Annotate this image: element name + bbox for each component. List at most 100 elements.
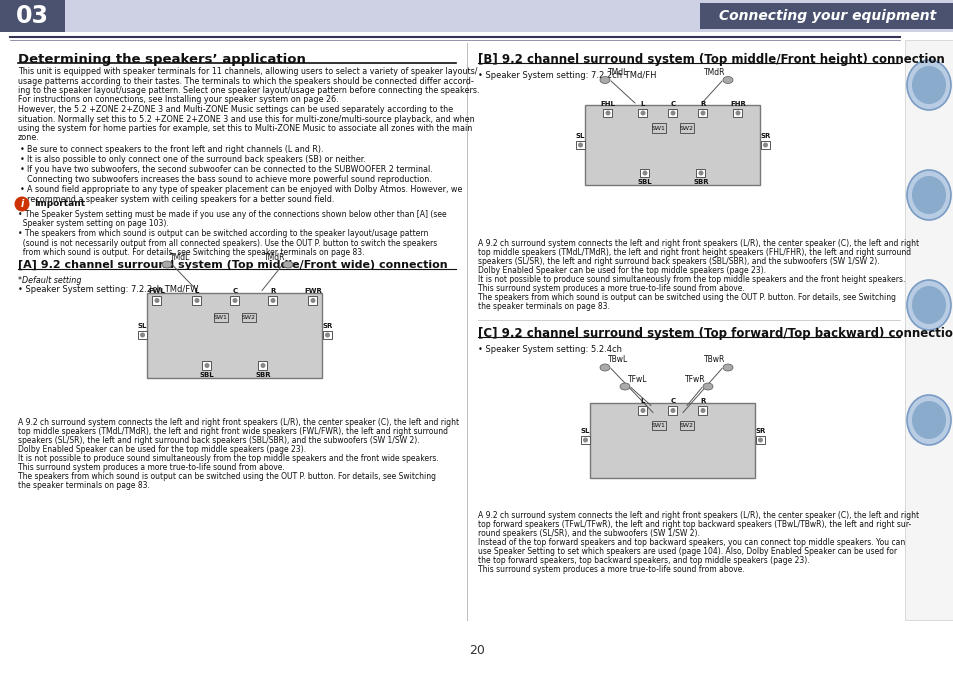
Text: Dolby Enabled Speaker can be used for the top middle speakers (page 23).: Dolby Enabled Speaker can be used for th… <box>477 266 765 275</box>
Text: Important: Important <box>34 199 85 208</box>
Circle shape <box>639 408 645 413</box>
Text: • The Speaker System setting must be made if you use any of the connections show: • The Speaker System setting must be mad… <box>18 210 446 219</box>
Text: R: R <box>700 398 705 404</box>
Text: This surround system produces a more true-to-life sound from above.: This surround system produces a more tru… <box>477 284 744 293</box>
Circle shape <box>582 437 587 443</box>
Circle shape <box>260 363 265 368</box>
Text: from which sound is output. For details, see Switching the speaker terminals on : from which sound is output. For details,… <box>18 248 364 257</box>
FancyBboxPatch shape <box>323 331 332 339</box>
Text: • Speaker System setting: 5.2.4ch: • Speaker System setting: 5.2.4ch <box>477 345 621 354</box>
FancyBboxPatch shape <box>638 109 647 117</box>
Ellipse shape <box>906 60 950 110</box>
Text: Connecting your equipment: Connecting your equipment <box>719 9 936 23</box>
Text: FHL: FHL <box>600 101 615 107</box>
FancyBboxPatch shape <box>652 123 665 133</box>
Text: TMdR: TMdR <box>703 68 725 77</box>
FancyBboxPatch shape <box>580 436 589 444</box>
Text: The speakers from which sound is output can be switched using the OUT P. button.: The speakers from which sound is output … <box>18 472 436 481</box>
Text: Dolby Enabled Speaker can be used for the top middle speakers (page 23).: Dolby Enabled Speaker can be used for th… <box>18 445 306 454</box>
Text: top forward speakers (TFwL/TFwR), the left and right top backward speakers (TBwL: top forward speakers (TFwL/TFwR), the le… <box>477 520 910 529</box>
Text: using the system for home parties for example, set this to Multi-ZONE Music to a: using the system for home parties for ex… <box>18 124 472 133</box>
Text: R: R <box>270 288 275 294</box>
Text: SW2: SW2 <box>679 423 693 428</box>
Text: R: R <box>700 101 705 107</box>
FancyBboxPatch shape <box>268 296 277 304</box>
Ellipse shape <box>906 170 950 220</box>
Ellipse shape <box>911 286 945 324</box>
Ellipse shape <box>906 280 950 330</box>
Text: The speakers from which sound is output can be switched using the OUT P. button.: The speakers from which sound is output … <box>477 293 895 302</box>
Text: TBwR: TBwR <box>703 356 725 365</box>
FancyBboxPatch shape <box>585 105 760 185</box>
Text: speakers (SL/SR), the left and right surround back speakers (SBL/SBR), and the s: speakers (SL/SR), the left and right sur… <box>477 257 879 266</box>
FancyBboxPatch shape <box>214 313 228 323</box>
Text: This surround system produces a more true-to-life sound from above.: This surround system produces a more tru… <box>477 565 744 574</box>
FancyBboxPatch shape <box>904 40 953 620</box>
Text: 03: 03 <box>15 4 49 28</box>
Ellipse shape <box>619 383 629 390</box>
FancyBboxPatch shape <box>668 406 677 414</box>
Ellipse shape <box>906 395 950 445</box>
FancyBboxPatch shape <box>0 0 65 32</box>
Text: This surround system produces a more true-to-life sound from above.: This surround system produces a more tru… <box>18 463 284 472</box>
FancyBboxPatch shape <box>231 296 239 304</box>
Circle shape <box>325 333 330 338</box>
Text: SR: SR <box>760 133 770 138</box>
Text: • The speakers from which sound is output can be switched according to the speak: • The speakers from which sound is outpu… <box>18 229 428 238</box>
Text: the speaker terminals on page 83.: the speaker terminals on page 83. <box>18 481 150 490</box>
Text: TBwL: TBwL <box>607 356 627 365</box>
Ellipse shape <box>599 76 609 84</box>
Text: Instead of the top forward speakers and top backward speakers, you can connect t: Instead of the top forward speakers and … <box>477 538 904 547</box>
FancyBboxPatch shape <box>152 296 161 304</box>
Text: ing to the speaker layout/usage pattern. Select one speaker layout/usage pattern: ing to the speaker layout/usage pattern.… <box>18 86 479 95</box>
Text: C: C <box>670 101 675 107</box>
FancyBboxPatch shape <box>698 109 707 117</box>
Text: For instructions on connections, see Installing your speaker system on page 26.: For instructions on connections, see Ins… <box>18 95 338 105</box>
Text: SBL: SBL <box>199 372 214 378</box>
Text: A 9.2 ch surround system connects the left and right front speakers (L/R), the c: A 9.2 ch surround system connects the le… <box>477 239 918 248</box>
Ellipse shape <box>722 76 732 84</box>
Text: TFwL: TFwL <box>628 375 647 383</box>
Text: Speaker system setting on page 103).: Speaker system setting on page 103). <box>18 219 169 229</box>
Text: SL: SL <box>576 133 584 138</box>
Circle shape <box>271 298 275 303</box>
FancyBboxPatch shape <box>698 406 707 414</box>
Text: usage patterns according to their tastes. The terminals to which the speakers sh: usage patterns according to their tastes… <box>18 76 474 86</box>
Circle shape <box>310 298 315 303</box>
Text: [A] 9.2 channel surround system (Top middle/Front wide) connection: [A] 9.2 channel surround system (Top mid… <box>18 260 447 270</box>
Circle shape <box>735 111 740 115</box>
Circle shape <box>578 142 582 148</box>
FancyBboxPatch shape <box>696 169 705 177</box>
Text: SW2: SW2 <box>242 315 255 320</box>
Circle shape <box>194 298 199 303</box>
Circle shape <box>698 171 702 176</box>
Text: recommend a speaker system with ceiling speakers for a better sound field.: recommend a speaker system with ceiling … <box>27 195 334 204</box>
Text: It is also possible to only connect one of the surround back speakers (SB) or ne: It is also possible to only connect one … <box>27 155 366 164</box>
FancyBboxPatch shape <box>308 296 317 304</box>
Text: •: • <box>20 155 25 164</box>
Text: i: i <box>20 199 24 209</box>
Circle shape <box>762 142 767 148</box>
FancyBboxPatch shape <box>242 313 255 323</box>
FancyBboxPatch shape <box>652 421 665 431</box>
Text: zone.: zone. <box>18 134 40 142</box>
Text: *Default setting: *Default setting <box>18 276 81 285</box>
Text: This unit is equipped with speaker terminals for 11 channels, allowing users to : This unit is equipped with speaker termi… <box>18 67 477 76</box>
Text: •: • <box>20 165 25 174</box>
Text: TFwR: TFwR <box>684 375 704 383</box>
Text: A 9.2 ch surround system connects the left and right front speakers (L/R), the c: A 9.2 ch surround system connects the le… <box>477 511 918 520</box>
Ellipse shape <box>722 364 732 371</box>
Text: A 9.2 ch surround system connects the left and right front speakers (L/R), the c: A 9.2 ch surround system connects the le… <box>18 418 458 427</box>
FancyBboxPatch shape <box>603 109 612 117</box>
Circle shape <box>233 298 237 303</box>
Text: FHR: FHR <box>729 101 745 107</box>
Circle shape <box>14 196 30 211</box>
Circle shape <box>670 111 675 115</box>
Text: SR: SR <box>755 428 765 434</box>
Text: L: L <box>194 288 199 294</box>
Ellipse shape <box>162 261 172 268</box>
Text: [C] 9.2 channel surround system (Top forward/Top backward) connection: [C] 9.2 channel surround system (Top for… <box>477 327 953 340</box>
Text: SW2: SW2 <box>679 126 693 130</box>
Circle shape <box>140 333 145 338</box>
Ellipse shape <box>283 261 293 268</box>
